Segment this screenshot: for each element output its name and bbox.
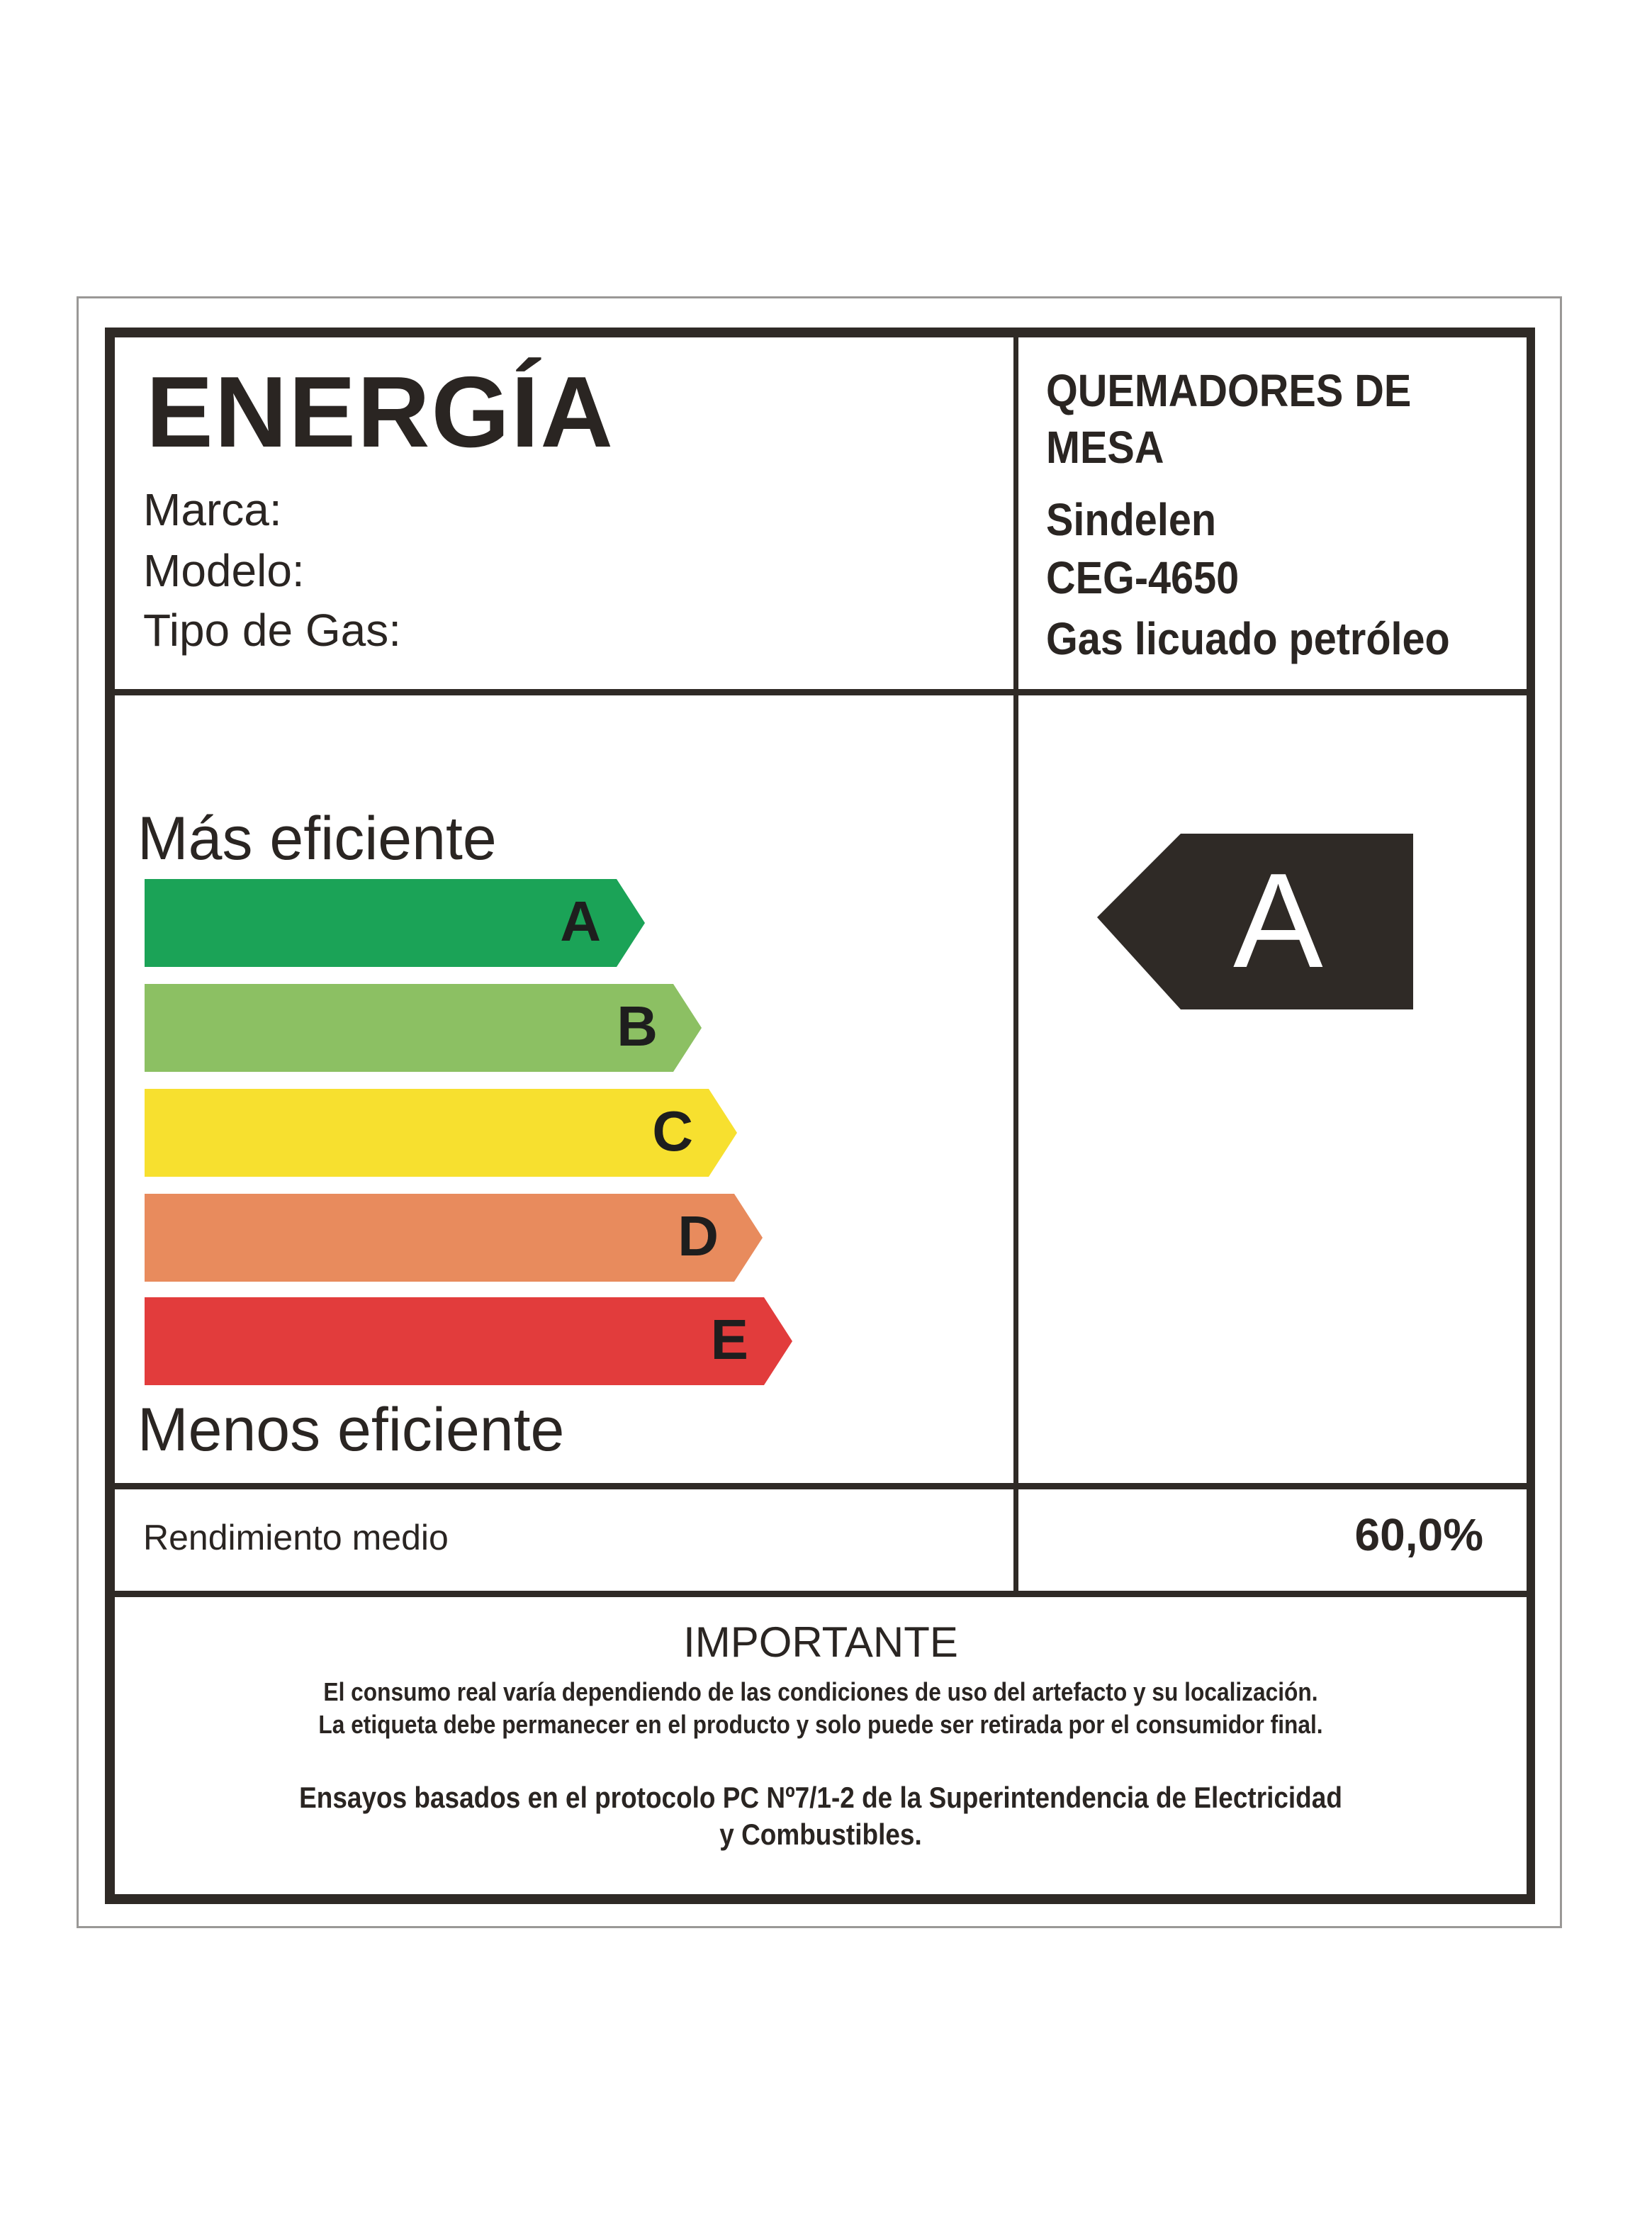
performance-label: Rendimiento medio — [143, 1518, 449, 1557]
divider — [113, 689, 1528, 695]
efficiency-bar-a: A — [145, 879, 645, 967]
label-frame — [105, 328, 1535, 1904]
gas-type-label: Tipo de Gas: — [143, 605, 402, 656]
divider — [113, 1483, 1528, 1489]
important-line1: El consumo real varía dependiendo de las… — [323, 1677, 1318, 1706]
brand-label: Marca: — [143, 484, 282, 535]
efficiency-bar-letter: C — [652, 1099, 693, 1163]
performance-value: 60,0% — [1354, 1509, 1483, 1560]
column-divider — [1013, 337, 1018, 1594]
efficiency-bar-letter: D — [678, 1204, 719, 1267]
important-title: IMPORTANTE — [683, 1618, 958, 1666]
efficiency-bar-d: D — [145, 1194, 763, 1282]
protocol-line1: Ensayos basados en el protocolo PC Nº7/1… — [299, 1781, 1342, 1814]
category-line2: MESA — [1046, 422, 1164, 473]
category-line1: QUEMADORES DE — [1046, 365, 1412, 416]
efficiency-bar-letter: A — [560, 890, 601, 953]
efficiency-bar-c: C — [145, 1089, 737, 1177]
rating-letter: A — [1233, 846, 1323, 996]
efficiency-bar-letter: E — [710, 1308, 748, 1371]
efficiency-bar-e: E — [145, 1297, 792, 1385]
rating-arrow — [1097, 834, 1413, 1009]
protocol-line2: y Combustibles. — [719, 1818, 922, 1851]
efficiency-bar-letter: B — [617, 995, 658, 1058]
brand-value: Sindelen — [1046, 494, 1217, 545]
label-title: ENERGÍA — [146, 356, 614, 469]
divider — [113, 1591, 1528, 1597]
efficiency-bar-b: B — [145, 984, 702, 1072]
scale-top-label: Más eficiente — [137, 805, 497, 873]
scale-bottom-label: Menos eficiente — [137, 1396, 565, 1464]
model-value: CEG-4650 — [1046, 552, 1240, 603]
label-outer-border — [77, 296, 1562, 1928]
rating-arrow-shape — [1097, 834, 1413, 1009]
model-label: Modelo: — [143, 545, 305, 596]
gas-type-value: Gas licuado petróleo — [1046, 613, 1450, 664]
important-line2: La etiqueta debe permanecer en el produc… — [318, 1710, 1323, 1739]
